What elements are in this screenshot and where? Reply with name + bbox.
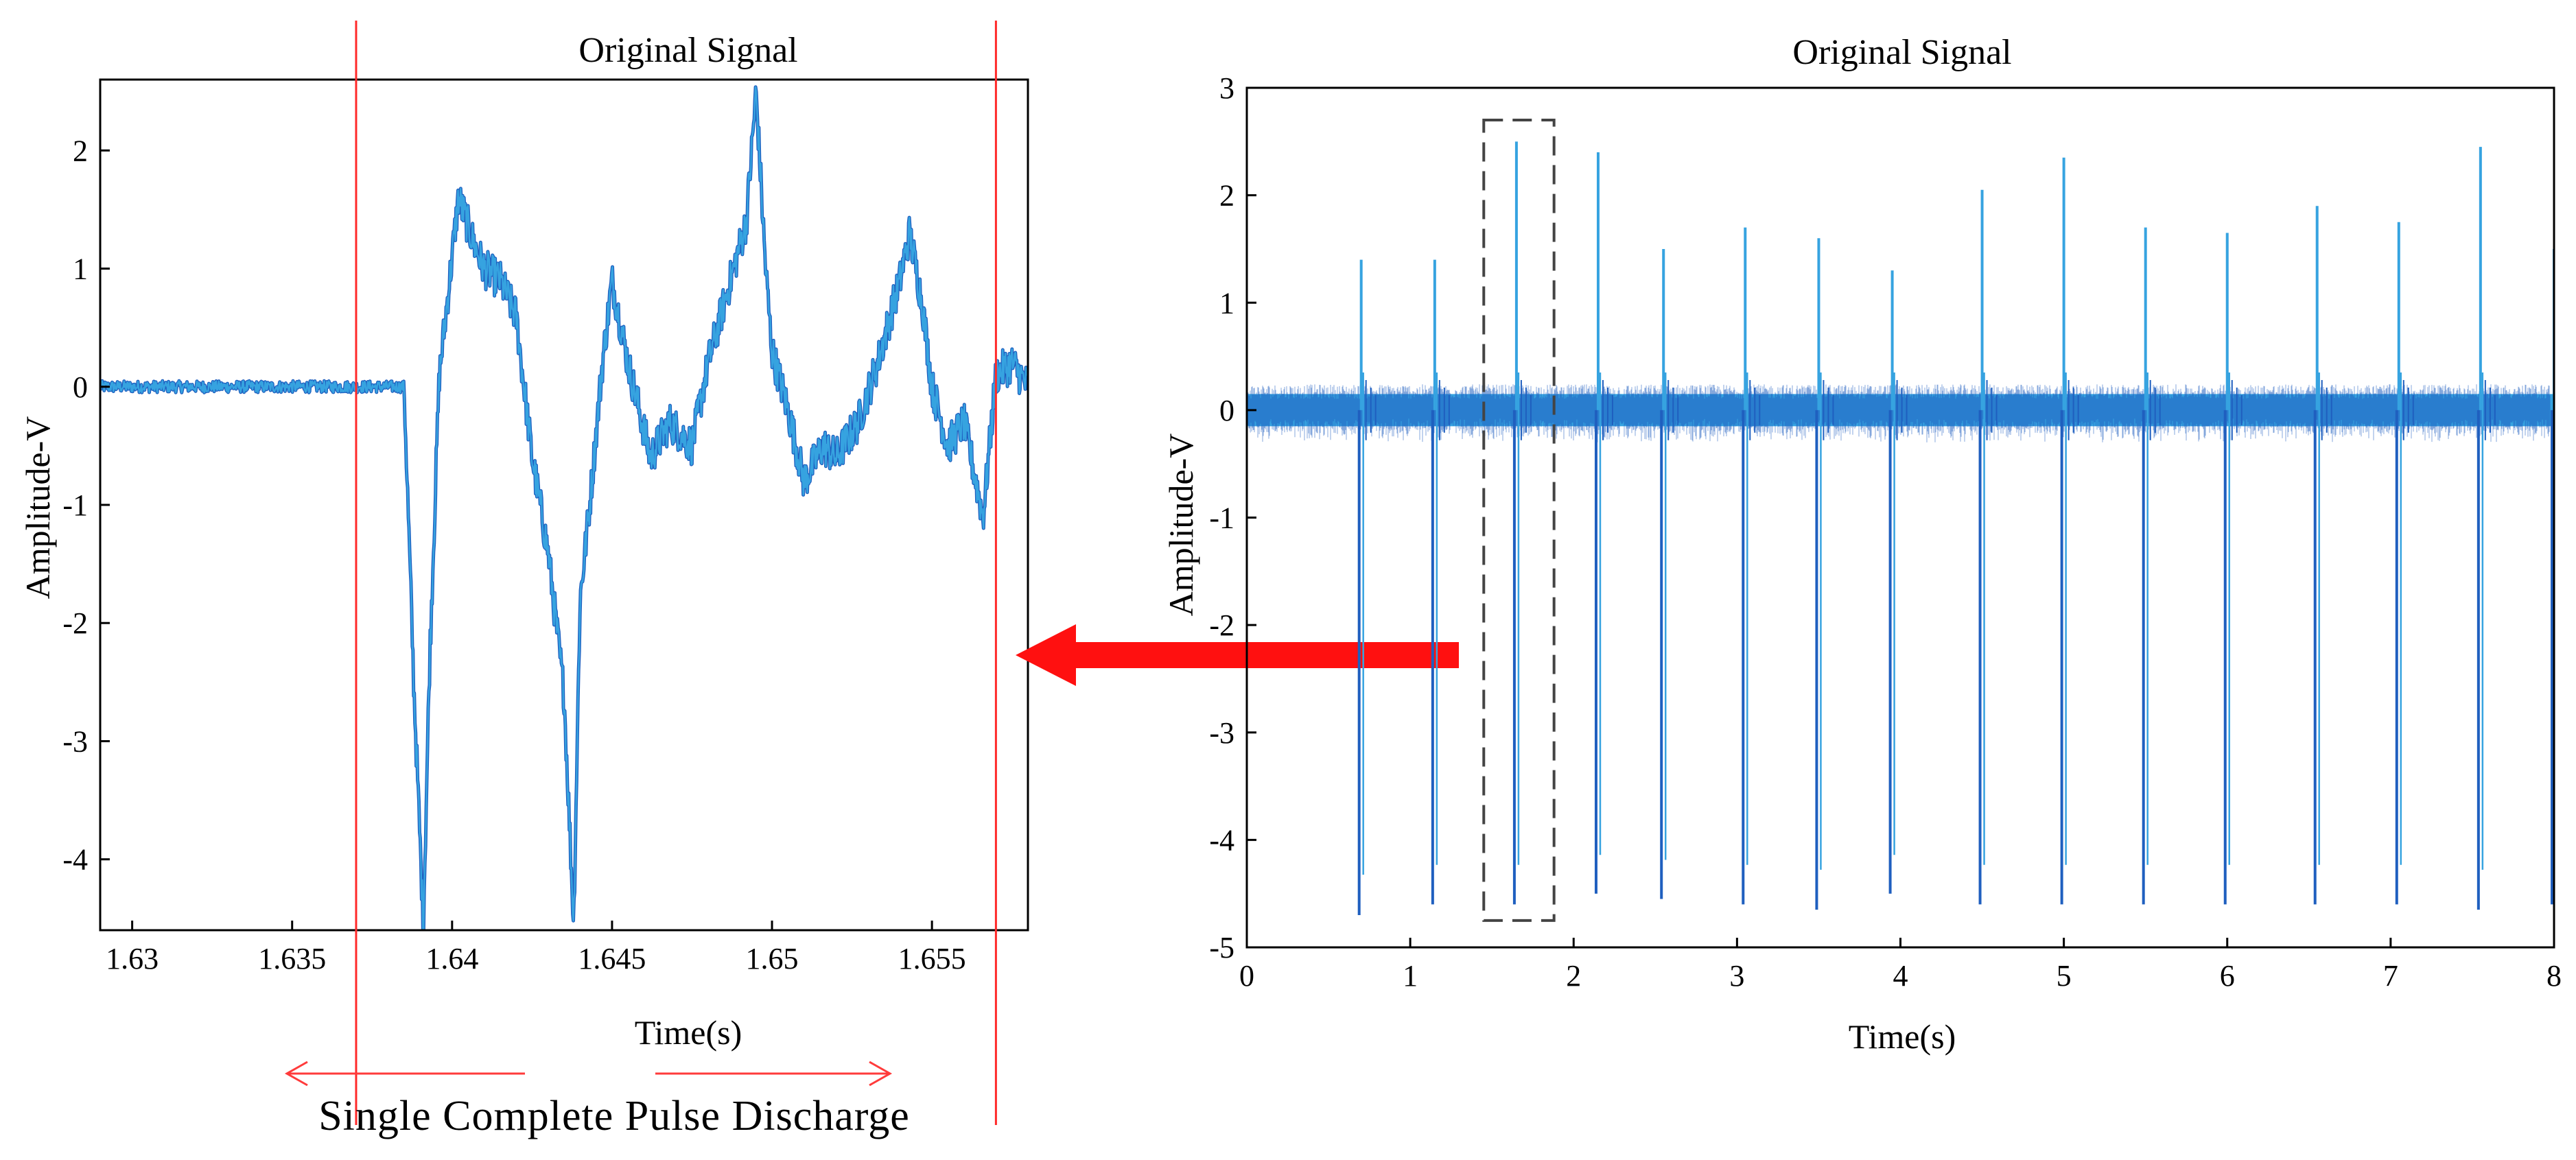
left-signal-line — [100, 85, 1028, 930]
zoom-arrow — [1016, 624, 1459, 686]
x-tick-label: 1.645 — [578, 942, 646, 975]
left-y-axis-label: Amplitude-V — [19, 416, 57, 600]
right-chart: 0 1 2 3 4 5 6 7 8 -5 -4 -3 -2 -1 0 1 2 3 Original Signal… — [1162, 33, 2562, 1056]
left-chart: 1.63 1.635 1.64 1.645 1.65 1.655 -4-3-2-1012 … — [19, 21, 1029, 1139]
y-tick-label: -4 — [62, 843, 88, 877]
right-signal-series — [1247, 141, 2554, 916]
x-tick-label: 0 — [1239, 959, 1254, 993]
right-plot-frame — [1245, 86, 2555, 949]
left-signal-series — [100, 85, 1028, 930]
x-tick-label: 5 — [2057, 959, 2072, 993]
y-tick-label: 1 — [1219, 286, 1234, 320]
left-x-axis-label: Time(s) — [635, 1013, 742, 1052]
left-chart-title: Original Signal — [578, 31, 797, 70]
x-tick-label: 1.65 — [746, 942, 799, 975]
y-tick-label: -2 — [62, 606, 88, 640]
noise-texture — [1247, 384, 2551, 442]
x-tick-label: 1.655 — [898, 942, 966, 975]
x-tick-label: 1.63 — [106, 942, 159, 975]
left-x-ticks: 1.63 1.635 1.64 1.645 1.65 1.655 — [106, 921, 966, 975]
right-x-ticks: 0 1 2 3 4 5 6 7 8 — [1239, 938, 2562, 993]
x-tick-label: 1.64 — [425, 942, 478, 975]
left-pulse-markers — [355, 21, 997, 1125]
highlight-box — [1482, 118, 1556, 922]
y-tick-label: -3 — [62, 724, 88, 758]
x-tick-label: 8 — [2546, 959, 2562, 993]
x-tick-label: 1.635 — [258, 942, 326, 975]
y-tick-label: 0 — [1219, 394, 1234, 427]
left-signal-line-highlight — [100, 86, 1028, 930]
y-tick-label: -1 — [1209, 501, 1234, 535]
left-y-ticks: -4 -3 -2 -1 0 1 2 — [62, 134, 110, 877]
right-x-axis-label: Time(s) — [1849, 1017, 1956, 1056]
right-y-axis-label: Amplitude-V — [1162, 434, 1200, 617]
x-tick-label: 1 — [1403, 959, 1418, 993]
x-tick-label: 6 — [2220, 959, 2235, 993]
zoom-arrow-head — [1016, 624, 1076, 686]
y-tick-label: 0 — [73, 370, 88, 404]
right-y-ticks: -5 -4 -3 -2 -1 0 1 2 3 — [1209, 71, 1256, 964]
left-plot-frame — [99, 78, 1029, 932]
pulse-span-arrow-right-head — [869, 1061, 893, 1087]
y-tick-label: -2 — [1209, 608, 1234, 642]
x-tick-label: 3 — [1729, 959, 1744, 993]
x-tick-label: 7 — [2383, 959, 2398, 993]
y-tick-label: 2 — [73, 134, 88, 167]
x-tick-label: 2 — [1566, 959, 1581, 993]
y-tick-label: 2 — [1219, 179, 1234, 213]
y-tick-label: 3 — [1219, 71, 1234, 105]
y-tick-label: 1 — [73, 252, 88, 286]
x-tick-label: 4 — [1893, 959, 1908, 993]
y-tick-label: -3 — [1209, 716, 1234, 750]
right-chart-title: Original Signal — [1792, 33, 2011, 72]
pulse-annotation-text: Single Complete Pulse Discharge — [318, 1093, 910, 1139]
pulse-span-arrows — [284, 1061, 893, 1087]
y-tick-label: -5 — [1209, 931, 1234, 964]
zoom-arrow-shaft — [1064, 642, 1459, 668]
y-tick-label: -4 — [1209, 823, 1234, 857]
pulse-span-arrow-left-head — [284, 1061, 308, 1087]
y-tick-label: -1 — [62, 488, 88, 522]
